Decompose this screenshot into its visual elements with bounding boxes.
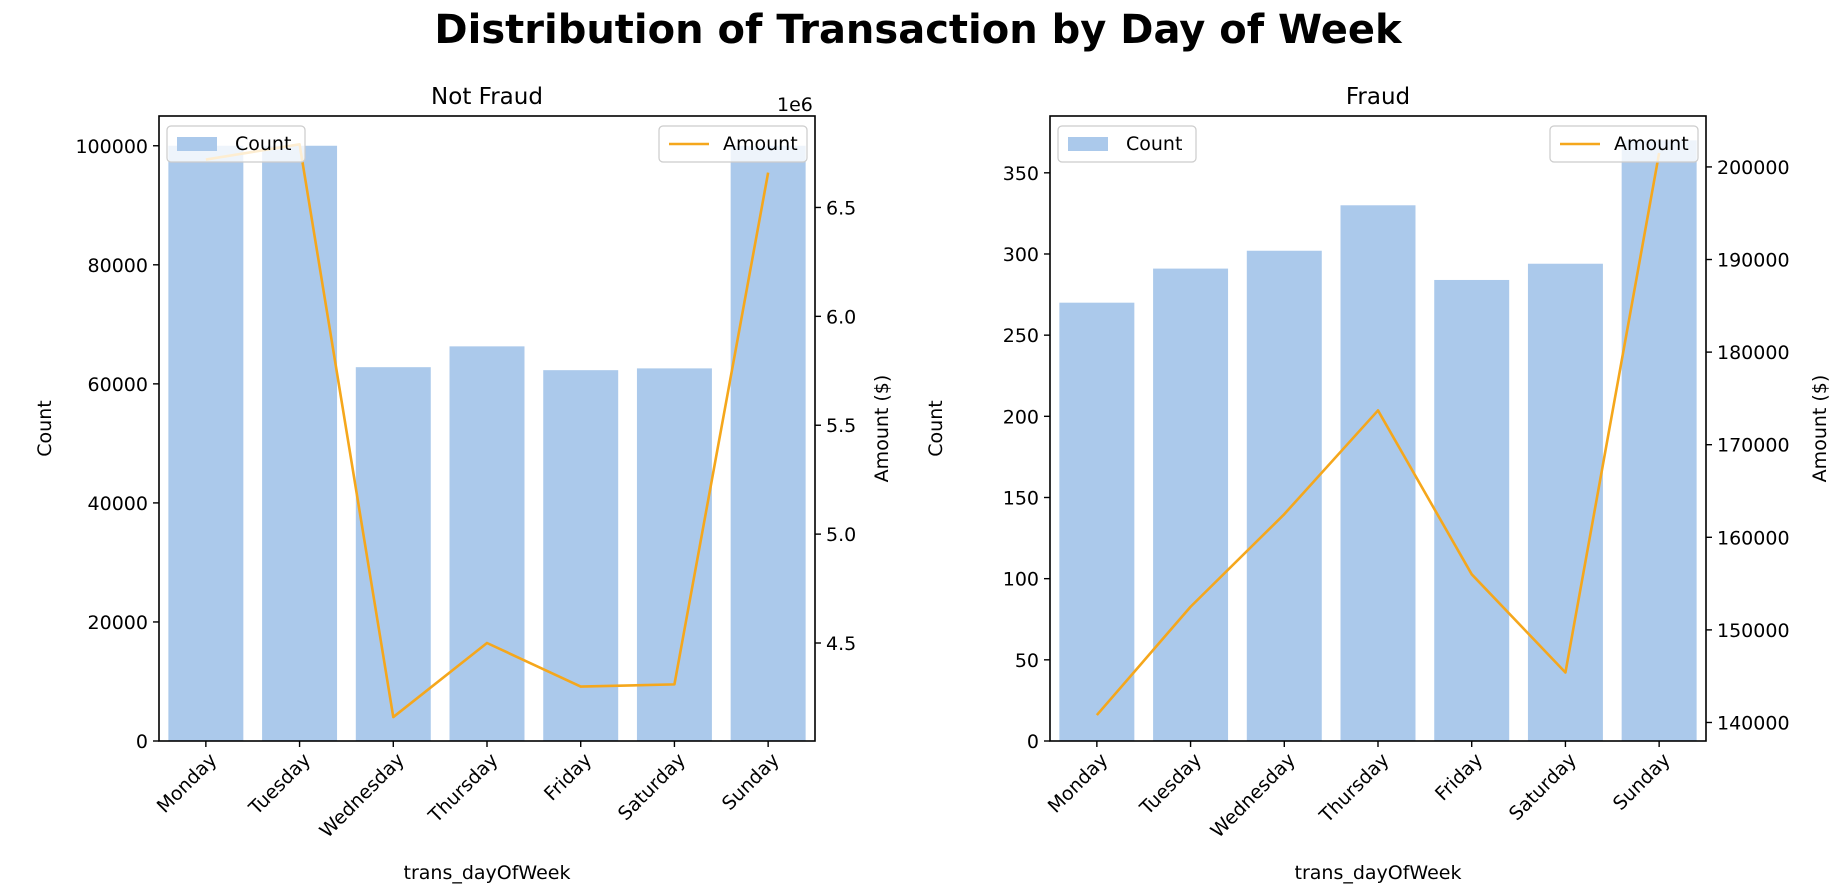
bar-friday [1434,279,1510,741]
bars-count [1059,140,1697,742]
y-tick-label: 0 [1027,731,1039,753]
legend-box [1057,125,1197,163]
legend-amount: Amount [658,125,808,163]
figure-title: Distribution of Transaction by Day of We… [434,7,1403,53]
y-tick-label: 200 [1003,406,1039,428]
y-tick-label: 40000 [88,493,148,515]
y2-axis-label: Amount ($) [1809,375,1831,483]
y-tick-label: 100000 [75,136,148,158]
y-tick-label: 0 [136,731,148,753]
bar-monday [1059,302,1135,741]
y2-tick-label: 170000 [1717,435,1790,457]
x-axis-label: trans_dayOfWeek [1295,862,1462,884]
y-tick-label: 250 [1003,325,1039,347]
bar-tuesday [1153,268,1229,741]
legend-label-count: Count [1126,133,1182,155]
y-tick-label: 80000 [88,255,148,277]
y2-tick-label: 160000 [1717,527,1790,549]
y-axis-label: Count [925,400,947,456]
legend-label-count: Count [235,133,291,155]
y-tick-label: 150 [1003,487,1039,509]
y2-tick-label: 140000 [1717,712,1790,734]
y2-tick-label: 190000 [1717,250,1790,272]
y2-tick-label: 6.5 [826,197,856,219]
y2-tick-label: 4.5 [826,633,856,655]
y-tick-label: 100 [1003,569,1039,591]
y2-tick-label: 5.0 [826,524,856,546]
legend-amount: Amount [1549,125,1699,163]
y-tick-label: 350 [1003,163,1039,185]
legend-box [166,125,306,163]
y2-tick-label: 150000 [1717,620,1790,642]
y-axis-label: Count [34,400,56,456]
y2-tick-label: 200000 [1717,157,1790,179]
bars-count [168,145,806,741]
legend-count: Count [1057,125,1197,163]
y2-tick-label: 6.0 [826,306,856,328]
bar-saturday [1527,263,1603,741]
chart-title: Not Fraud [431,84,543,110]
legend-box [658,125,808,163]
y2-axis-label: Amount ($) [871,375,893,483]
chart-title: Fraud [1346,84,1410,110]
bar-sunday [1621,140,1697,742]
y-tick-label: 20000 [88,612,148,634]
legend-label-amount: Amount [1614,133,1689,155]
bar-monday [168,145,244,741]
y-tick-label: 60000 [88,374,148,396]
legend-label-amount: Amount [723,133,798,155]
legend-swatch-count [1068,137,1108,151]
y2-tick-label: 180000 [1717,342,1790,364]
y2-tick-label: 5.5 [826,415,856,437]
y2-offset-label: 1e6 [777,94,813,116]
bar-friday [543,370,619,741]
bar-wednesday [1246,250,1322,742]
x-axis-label: trans_dayOfWeek [404,862,571,884]
bar-tuesday [262,145,338,741]
bar-sunday [730,145,806,741]
bar-thursday [449,346,525,741]
y-tick-label: 300 [1003,244,1039,266]
bar-wednesday [355,367,431,741]
legend-swatch-count [177,137,217,151]
y-tick-label: 50 [1015,650,1039,672]
bar-thursday [1340,205,1416,742]
chart-not-fraud: 0 20000 40000 60000 80000 100000 4.5 5.0 5.5 6.0 6… [34,84,893,884]
legend-box [1549,125,1699,163]
legend-count: Count [166,125,306,163]
